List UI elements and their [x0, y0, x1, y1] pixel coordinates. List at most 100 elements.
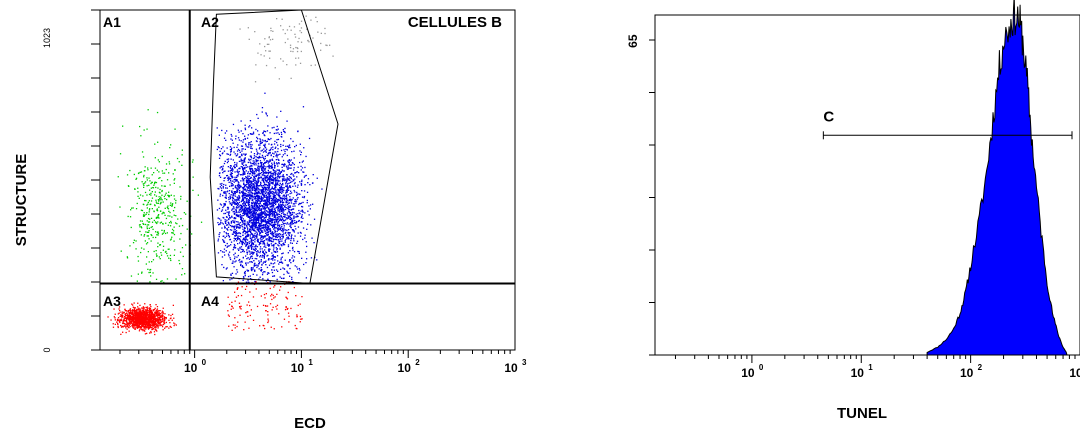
- scatter-point-blue: [276, 182, 279, 184]
- scatter-point-blue: [281, 206, 283, 209]
- scatter-point-blue: [271, 208, 273, 210]
- scatter-point-blue: [274, 202, 276, 204]
- scatter-point-blue: [276, 249, 278, 251]
- scatter-point-blue: [227, 229, 229, 231]
- scatter-point-blue: [265, 214, 267, 216]
- scatter-point-blue: [228, 211, 230, 213]
- scatter-point-blue: [248, 178, 251, 180]
- scatter-point-red: [151, 322, 154, 324]
- scatter-point-red: [149, 327, 151, 329]
- scatter-point-blue: [231, 167, 234, 169]
- scatter-point-blue: [249, 208, 251, 210]
- scatter-point-blue: [289, 232, 291, 234]
- scatter-point-blue: [259, 250, 262, 252]
- scatter-point-green: [147, 235, 149, 237]
- scatter-point-red: [156, 311, 158, 313]
- scatter-point-blue: [255, 245, 257, 247]
- scatter-point-blue: [263, 159, 265, 161]
- scatter-point-blue: [252, 210, 254, 212]
- scatter-point-green: [151, 221, 154, 223]
- scatter-point-red: [129, 311, 131, 313]
- scatter-point-red: [142, 306, 144, 308]
- scatter-point-blue: [255, 207, 257, 209]
- scatter-point-green: [153, 250, 155, 253]
- scatter-point-red: [159, 324, 161, 326]
- scatter-point-blue: [261, 256, 263, 258]
- scatter-point-blue: [266, 201, 268, 204]
- scatter-point-blue: [256, 251, 258, 253]
- scatter-point-blue: [284, 163, 286, 166]
- scatter-point-blue: [291, 276, 293, 279]
- scatter-point-red: [134, 326, 136, 329]
- scatter-point-blue: [232, 260, 234, 262]
- scatter-point-green: [155, 222, 157, 224]
- scatter-point-blue: [244, 202, 247, 204]
- scatter-point-blue: [287, 207, 289, 209]
- scatter-point-blue: [274, 221, 276, 223]
- scatter-point-red: [160, 324, 162, 326]
- scatter-point-red: [150, 317, 153, 319]
- scatter-point-blue: [260, 240, 262, 242]
- scatter-point-blue: [249, 257, 252, 259]
- scatter-point-green: [165, 168, 167, 171]
- scatter-point-red: [138, 307, 140, 309]
- scatter-point-green: [158, 191, 161, 193]
- scatter-point-green: [156, 255, 158, 257]
- scatter-point-blue: [239, 248, 241, 250]
- scatter-point-blue: [237, 188, 239, 190]
- scatter-point-blue: [280, 131, 282, 134]
- scatter-point-blue: [293, 238, 295, 240]
- scatter-point-green: [171, 232, 173, 234]
- scatter-point-red: [133, 310, 136, 313]
- scatter-point-blue: [248, 220, 250, 222]
- scatter-point-blue: [250, 151, 252, 153]
- scatter-point-blue: [260, 189, 262, 191]
- scatter-point-green: [157, 202, 159, 204]
- scatter-point-red: [150, 317, 152, 319]
- scatter-point-blue: [265, 203, 267, 205]
- scatter-point-green: [171, 232, 174, 234]
- scatter-point-red: [132, 304, 134, 306]
- scatter-point-red: [230, 308, 232, 310]
- scatter-point-blue: [285, 179, 287, 181]
- scatter-point-blue: [262, 180, 265, 183]
- scatter-point-blue: [246, 234, 249, 236]
- scatter-point-blue: [271, 255, 273, 257]
- scatter-point-green: [174, 169, 176, 171]
- scatter-point-blue: [270, 211, 272, 213]
- scatter-point-blue: [234, 232, 236, 234]
- scatter-point-blue: [255, 212, 257, 214]
- scatter-point-blue: [218, 224, 220, 226]
- scatter-point-blue: [250, 227, 252, 229]
- scatter-point-red: [155, 310, 157, 312]
- scatter-point-blue: [287, 264, 289, 266]
- scatter-point-green: [159, 222, 161, 224]
- scatter-point-blue: [218, 188, 220, 190]
- scatter-point-red: [155, 317, 157, 320]
- scatter-point-blue: [252, 192, 254, 195]
- scatter-point-blue: [296, 220, 298, 223]
- scatter-point-blue: [264, 220, 266, 222]
- scatter-point-blue: [239, 232, 241, 234]
- scatter-point-blue: [257, 238, 259, 241]
- scatter-point-blue: [289, 275, 291, 277]
- scatter-point-blue: [220, 250, 222, 252]
- scatter-point-green: [167, 215, 169, 217]
- scatter-point-blue: [261, 168, 263, 171]
- scatter-point-green: [126, 256, 128, 258]
- scatter-point-blue: [278, 170, 280, 172]
- scatter-point-blue: [243, 182, 245, 184]
- scatter-point-blue: [321, 188, 323, 190]
- scatter-point-blue: [257, 191, 259, 193]
- scatter-point-blue: [267, 138, 269, 141]
- scatter-point-blue: [220, 184, 223, 186]
- scatter-point-red: [126, 319, 128, 321]
- scatter-point-blue: [236, 169, 239, 171]
- scatter-point-blue: [222, 165, 224, 167]
- scatter-point-red: [259, 325, 261, 327]
- scatter-point-green: [160, 252, 162, 254]
- scatter-point-green: [151, 234, 153, 237]
- scatter-point-blue: [250, 184, 253, 187]
- scatter-point-green: [141, 209, 144, 212]
- scatter-point-blue: [293, 189, 295, 192]
